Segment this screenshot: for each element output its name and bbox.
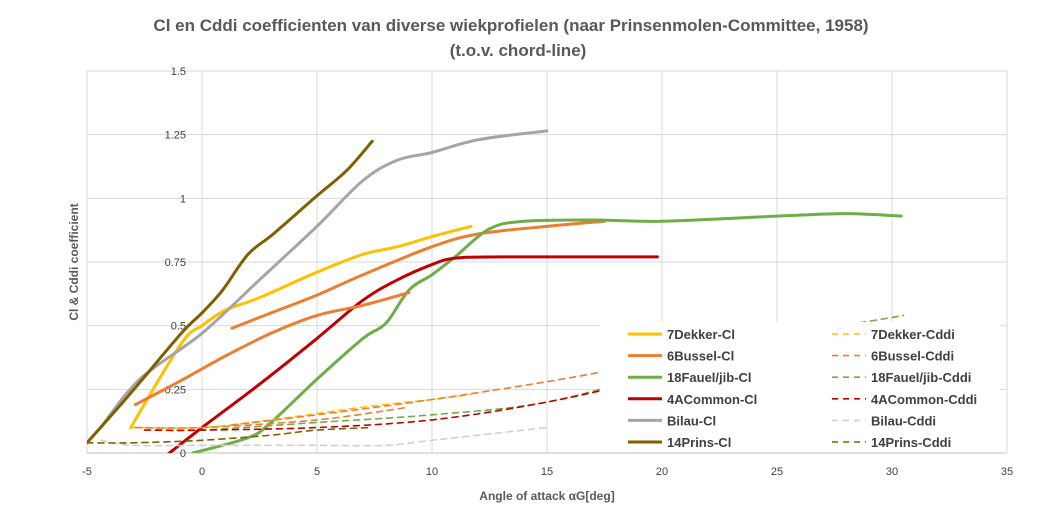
legend-entry: 4ACommon-Cl [667,392,757,407]
y-tick-label: 1.25 [165,130,186,142]
legend-entry: 18Fauel/jib-Cddi [871,370,971,385]
y-axis-label: Cl & Cddi coefficient [67,203,81,320]
legend-entry: 7Dekker-Cl [667,327,735,342]
y-tick-label: 0.75 [165,257,186,269]
series-line-13 [134,406,410,429]
x-tick-label: 10 [426,466,438,478]
legend-entry: 4ACommon-Cddi [871,392,977,407]
x-axis-label: Angle of attack αG[deg] [479,489,614,503]
legend-entry: Bilau-Cddi [871,413,936,428]
legend-entry: 7Dekker-Cddi [871,327,955,342]
series-line-5 [87,139,374,445]
series-lines [87,129,905,453]
y-tick-label: 1.5 [171,66,186,78]
legend-entry: 18Fauel/jib-Cl [667,370,752,385]
legend-entry: 14Prins-Cddi [871,435,951,450]
x-tick-label: 15 [541,466,553,478]
x-tick-label: 5 [314,466,320,478]
x-tick-label: 30 [886,466,898,478]
legend-entry: 6Bussel-Cddi [871,349,954,364]
series-line-9 [143,375,663,432]
series-line-3 [166,255,659,453]
y-tick-label: 1 [180,193,186,205]
y-tick-label: 0 [180,448,186,460]
chart-subtitle: (t.o.v. chord-line) [450,41,587,60]
x-tick-label: 35 [1001,466,1013,478]
series-line-0 [129,224,473,430]
series-line-11 [87,426,373,444]
legend-entry: 14Prins-Cl [667,435,731,450]
y-tick-label: 0.5 [171,321,186,333]
series-line-12 [133,291,411,407]
legend-background [600,322,1000,452]
x-tick-label: -5 [82,466,92,478]
chart-title: Cl en Cddi coefficienten van diverse wie… [153,16,868,35]
series-line-7 [231,370,606,426]
legend-entry: 6Bussel-Cl [667,349,734,364]
x-tick-label: 0 [199,466,205,478]
series-line-1 [230,219,606,330]
series-line-4 [99,129,549,430]
series-line-10 [100,426,548,447]
x-tick-label: 20 [656,466,668,478]
legend: 7Dekker-Cl 6Bussel-Cl 18Fauel/jib-Cl 4AComm… [600,322,1000,452]
x-tick-label: 25 [771,466,783,478]
legend-entry: Bilau-Cl [667,413,716,428]
